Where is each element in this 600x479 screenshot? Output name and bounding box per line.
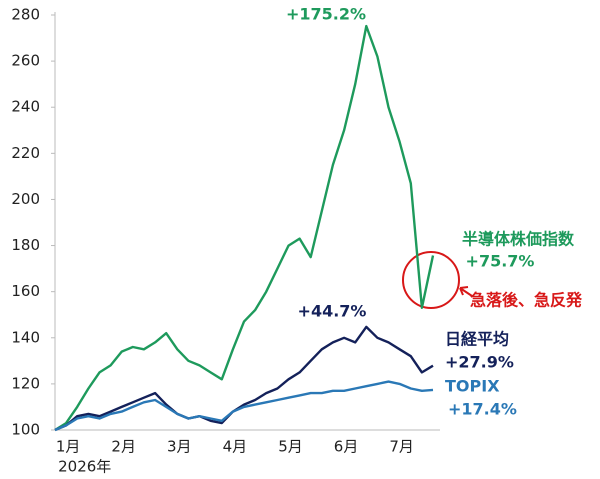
peak-label: +44.7%	[298, 302, 367, 321]
y-tick-label: 140	[11, 328, 40, 346]
series-name: 半導体株価指数	[462, 230, 575, 249]
y-tick-label: 240	[11, 98, 40, 116]
peak-label: +175.2%	[286, 5, 366, 24]
x-tick-label: 1月	[56, 438, 81, 456]
arrow	[459, 286, 473, 297]
highlight-circle	[402, 251, 460, 309]
x-tick-label: 3月	[167, 438, 192, 456]
annotation: 急落後、急反発	[470, 291, 583, 310]
series-name: 日経平均	[445, 330, 509, 349]
end-label: +75.7%	[466, 252, 535, 271]
y-tick-label: 280	[11, 6, 40, 24]
x-tick-label: 6月	[334, 438, 359, 456]
x-tick-label: 5月	[278, 438, 303, 456]
series-name: TOPIX	[445, 377, 500, 396]
x-tick-label: 2月	[111, 438, 136, 456]
series-line	[54, 325, 434, 432]
y-tick-label: 200	[11, 190, 40, 208]
end-label: +17.4%	[448, 400, 517, 419]
y-tick-label: 220	[11, 144, 40, 162]
x-tick-label: 7月	[389, 438, 414, 456]
y-tick-label: 160	[11, 282, 40, 300]
y-tick-label: 260	[11, 52, 40, 70]
series-line	[54, 380, 434, 432]
series-line	[54, 24, 435, 432]
x-sublabel: 2026年	[58, 458, 111, 476]
y-tick-label: 100	[11, 421, 40, 439]
end-label: +27.9%	[445, 353, 514, 372]
x-tick-label: 4月	[223, 438, 248, 456]
y-tick-label: 120	[11, 374, 40, 392]
y-tick-label: 180	[11, 236, 40, 254]
